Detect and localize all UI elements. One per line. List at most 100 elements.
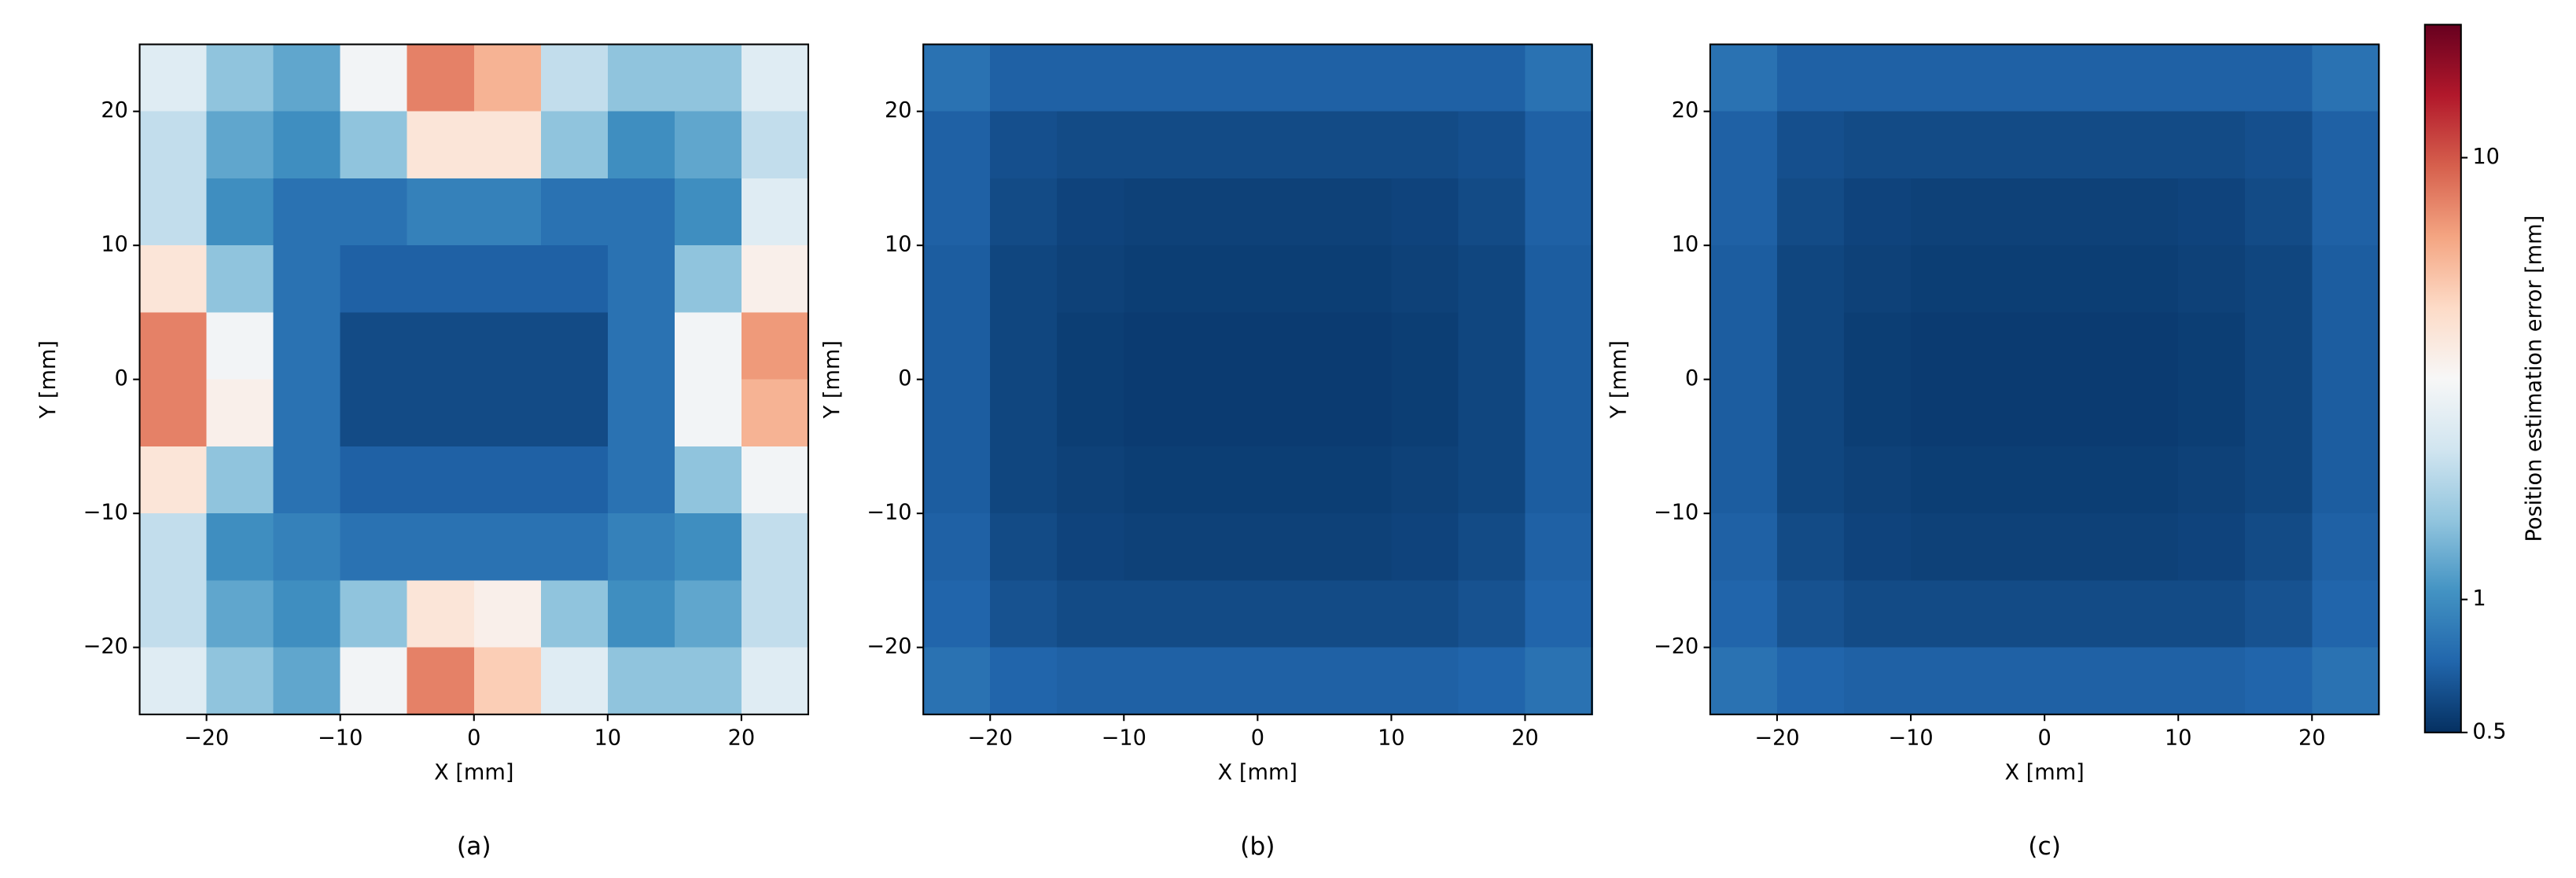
heatmap-cell bbox=[1776, 580, 1846, 648]
heatmap-cell bbox=[674, 513, 743, 582]
heatmap-cell bbox=[1525, 446, 1593, 515]
heatmap-cell bbox=[1057, 446, 1125, 515]
heatmap-cell bbox=[2044, 513, 2113, 582]
heatmap-cell bbox=[206, 312, 274, 380]
heatmap-cell bbox=[1844, 178, 1912, 247]
heatmap-cell bbox=[2111, 44, 2180, 112]
heatmap-cell bbox=[1978, 245, 2046, 314]
heatmap-cell bbox=[2245, 178, 2313, 247]
heatmap-cell bbox=[540, 245, 609, 314]
heatmap-cell bbox=[1525, 245, 1593, 314]
colorbar-label: Position estimation error [mm] bbox=[2522, 215, 2546, 542]
heatmap-cell bbox=[1776, 178, 1846, 247]
y-tick-label: 20 bbox=[885, 98, 912, 123]
heatmap-cell bbox=[1124, 446, 1192, 515]
heatmap-cell bbox=[540, 312, 609, 380]
heatmap-cell bbox=[1190, 178, 1259, 247]
heatmap-cell bbox=[273, 446, 341, 515]
heatmap-cell bbox=[1190, 580, 1259, 648]
heatmap-cell bbox=[1525, 44, 1593, 112]
x-tick-label: −20 bbox=[968, 726, 1013, 751]
heatmap-cell bbox=[273, 647, 341, 716]
heatmap-cell bbox=[2111, 513, 2180, 582]
heatmap-cell bbox=[273, 245, 341, 314]
heatmap-cell bbox=[1458, 312, 1526, 380]
heatmap-cell bbox=[990, 44, 1058, 112]
heatmap-cell bbox=[1458, 446, 1526, 515]
heatmap-cell bbox=[1190, 379, 1259, 448]
heatmap-cell bbox=[1057, 111, 1125, 180]
x-tick-label: −10 bbox=[1888, 726, 1933, 751]
heatmap-cell bbox=[741, 44, 810, 112]
heatmap-cell bbox=[2245, 312, 2313, 380]
heatmap-cell bbox=[1978, 513, 2046, 582]
heatmap-cell bbox=[1911, 245, 1979, 314]
heatmap-cell bbox=[1391, 379, 1459, 448]
heatmap-cell bbox=[2312, 44, 2380, 112]
heatmap-cell bbox=[1525, 111, 1593, 180]
heatmap-cell bbox=[2178, 647, 2247, 716]
y-tick-label: −10 bbox=[1654, 501, 1698, 525]
heatmap-cell bbox=[2111, 245, 2180, 314]
heatmap-cell bbox=[2111, 647, 2180, 716]
heatmap-cell bbox=[923, 446, 992, 515]
heatmap-cell bbox=[741, 513, 810, 582]
heatmap-cell bbox=[540, 379, 609, 448]
heatmap-cell bbox=[2245, 446, 2313, 515]
heatmap-cell bbox=[273, 379, 341, 448]
heatmap-cell bbox=[473, 178, 543, 247]
heatmap-cell bbox=[1324, 513, 1393, 582]
heatmap-cell bbox=[1978, 44, 2046, 112]
heatmap-cell bbox=[990, 580, 1058, 648]
heatmap-cell bbox=[1458, 513, 1526, 582]
heatmap-cell bbox=[206, 379, 274, 448]
heatmap-cell bbox=[2245, 245, 2313, 314]
colorbar-tick-label: 10 bbox=[2472, 145, 2500, 169]
panel-caption: (a) bbox=[457, 832, 491, 861]
heatmap-cell bbox=[407, 245, 476, 314]
heatmap-cell bbox=[1057, 513, 1125, 582]
heatmap-cell bbox=[2044, 312, 2113, 380]
heatmap-cell bbox=[2111, 446, 2180, 515]
heatmap-cell bbox=[1844, 446, 1912, 515]
heatmap-cell bbox=[607, 111, 676, 180]
y-tick-label: 10 bbox=[885, 233, 912, 257]
heatmap-cell bbox=[1124, 111, 1192, 180]
heatmap-cell bbox=[2245, 44, 2313, 112]
heatmap-cell bbox=[473, 245, 543, 314]
heatmap-cell bbox=[1324, 44, 1393, 112]
heatmap-cell bbox=[1709, 44, 1779, 112]
heatmap-cell bbox=[2111, 312, 2180, 380]
heatmap-cell bbox=[1391, 245, 1459, 314]
heatmap-cell bbox=[206, 580, 274, 648]
heatmap-cell bbox=[1057, 245, 1125, 314]
heatmap-cell bbox=[139, 513, 208, 582]
x-tick-label: 0 bbox=[1251, 726, 1264, 751]
heatmap-cell bbox=[607, 580, 676, 648]
heatmap-cell bbox=[607, 379, 676, 448]
heatmap-cell bbox=[2044, 446, 2113, 515]
heatmap-cell bbox=[1525, 379, 1593, 448]
heatmap-cell bbox=[2245, 379, 2313, 448]
heatmap-cell bbox=[1911, 178, 1979, 247]
heatmap-cell bbox=[407, 178, 476, 247]
heatmap-cell bbox=[1911, 446, 1979, 515]
y-axis-label: Y [mm] bbox=[36, 340, 61, 419]
heatmap-cell bbox=[340, 580, 408, 648]
y-tick-label: −20 bbox=[867, 634, 911, 659]
heatmap-cell bbox=[139, 312, 208, 380]
heatmap-cell bbox=[340, 111, 408, 180]
x-tick-label: 10 bbox=[2165, 726, 2192, 751]
heatmap-cell bbox=[2178, 178, 2247, 247]
heatmap-cell bbox=[990, 446, 1058, 515]
heatmap-cell bbox=[2044, 580, 2113, 648]
heatmap-cell bbox=[741, 111, 810, 180]
heatmap-cell bbox=[1709, 379, 1779, 448]
heatmap-cell bbox=[741, 446, 810, 515]
heatmap-cell bbox=[741, 647, 810, 716]
heatmap-cell bbox=[2312, 111, 2380, 180]
heatmap-cell bbox=[340, 312, 408, 380]
heatmap-cell bbox=[1844, 379, 1912, 448]
heatmap-cell bbox=[1124, 647, 1192, 716]
